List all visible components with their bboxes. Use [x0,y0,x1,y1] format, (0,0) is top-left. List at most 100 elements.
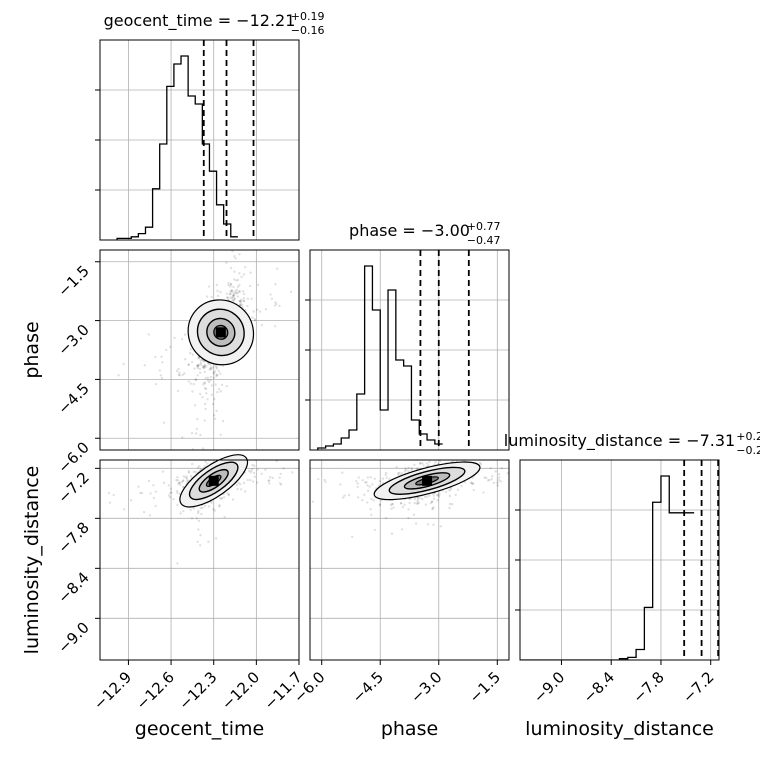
scatter-point [388,478,391,481]
scatter-point [202,383,205,386]
scatter-point [193,367,196,370]
scatter-point [366,489,370,492]
scatter-point [205,365,208,368]
x-tick-label-luminosity_distance: −7.2 [679,668,717,706]
scatter-point [228,292,232,296]
y-tick-label-phase: −1.5 [54,262,92,300]
scatter-point [470,481,473,485]
scatter-point [384,471,388,475]
scatter-point [449,488,452,491]
scatter-point [234,221,236,223]
scatter-point [214,364,217,367]
scatter-point [366,476,370,479]
scatter-point [196,540,199,544]
scatter-point [219,390,223,393]
scatter-point [142,510,146,514]
scatter-point [499,480,502,483]
scatter-point [197,528,200,531]
scatter-point [216,456,218,458]
scatter-point [432,523,435,527]
scatter-point [231,250,234,253]
scatter-point [147,333,150,336]
title-luminosity_distance: luminosity_distance = −7.31 [504,431,735,451]
scatter-point [361,498,364,502]
scatter-point [202,364,206,368]
scatter-point [196,511,200,515]
panel-frame [309,459,510,661]
scatter-point [203,504,207,508]
scatter-point [175,369,179,373]
scatter-point [451,460,455,463]
scatter-point [222,496,226,499]
data-layer [104,40,720,660]
scatter-point [212,376,216,380]
scatter-point [432,506,435,509]
scatter-point [215,365,218,369]
scatter-point [378,503,382,507]
y-tick-label-luminosity_distance: −8.4 [54,568,92,606]
scatter-point [130,499,133,502]
scatter-point [478,461,482,465]
scatter-point [251,480,255,483]
scatter-point [448,502,452,506]
scatter-point [187,363,190,366]
scatter-point [154,382,158,386]
scatter-point [476,447,478,449]
scatter-point [239,301,242,305]
scatter-point [178,371,181,374]
scatter-point [242,299,246,303]
scatter-point [227,493,230,497]
scatter-point [241,452,243,454]
scatter-point [258,242,260,244]
scatter-point [160,377,164,380]
scatter-point [241,194,243,196]
scatter-point [264,468,267,471]
y-tick-label-luminosity_distance: −9.0 [54,618,92,656]
scatter-point [104,562,106,564]
density-peak [215,327,226,338]
scatter-point [253,319,257,322]
scatter-point [162,481,166,485]
scatter-point [400,472,404,475]
scatter-point [215,283,219,287]
scatter-point [152,484,155,487]
scatter-point [123,508,126,511]
scatter-point [203,464,207,468]
scatter-point [275,460,278,463]
scatter-point [432,497,436,501]
scatter-point [230,289,233,293]
scatter-point [430,500,434,504]
scatter-point [182,485,185,488]
scatter-point [229,165,231,167]
scatter-point [273,304,277,307]
scatter-point [192,470,195,474]
scatter-point [229,282,233,286]
scatter-point [363,493,366,496]
scatter-point [220,496,224,500]
scatter-point [189,382,193,385]
scatter-point [161,361,164,364]
scatter-point [522,475,524,477]
scatter-point [371,483,374,486]
scatter-point [269,455,271,457]
title-minus-geocent_time: −0.16 [291,24,325,37]
scatter-point [400,528,404,531]
scatter-point [190,517,194,520]
scatter-point [188,351,192,355]
scatter-point [235,288,239,291]
scatter-point [181,373,184,377]
scatter-point [202,366,205,370]
scatter-point [212,372,216,375]
scatter-point [203,381,206,384]
scatter-point [314,482,316,484]
scatter-point [441,419,443,421]
scatter-point [183,372,186,375]
scatter-point [198,465,201,468]
scatter-point [216,390,219,394]
scatter-point [264,308,268,311]
scatter-point [385,476,388,479]
scatter-point [215,373,218,377]
scatter-point [497,478,501,482]
scatter-point [239,303,242,307]
scatter-point [205,295,209,298]
